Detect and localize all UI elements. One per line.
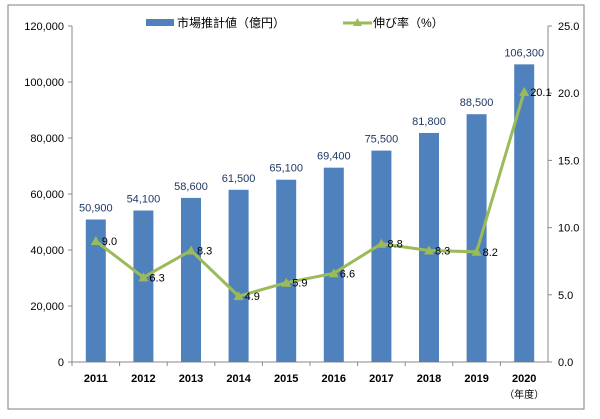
line-marker — [186, 245, 196, 255]
chart-frame — [7, 4, 585, 410]
line-value-label: 5.9 — [292, 278, 307, 290]
bar — [514, 64, 535, 363]
line-value-label: 20.1 — [530, 87, 551, 99]
x-tick-label: 2018 — [417, 373, 441, 385]
growth-line — [94, 91, 526, 298]
left-tick-label: 120,000 — [24, 21, 64, 33]
right-tick-label: 20.0 — [558, 88, 579, 100]
right-tick-label: 0.0 — [558, 357, 573, 369]
line-value-label: 6.6 — [340, 268, 355, 280]
x-tick-label: 2012 — [131, 373, 155, 385]
line-marker — [376, 238, 387, 248]
line-value-label: 8.2 — [483, 247, 498, 259]
left-tick-label: 20,000 — [30, 301, 64, 313]
line-marker — [233, 291, 244, 301]
left-tick-label: 60,000 — [30, 189, 64, 201]
line-marker — [138, 272, 149, 282]
bar — [228, 189, 249, 362]
line-value-label: 4.9 — [245, 291, 260, 303]
x-tick-label: 2017 — [369, 373, 393, 385]
bar-value-label: 106,300 — [504, 47, 544, 59]
bar-value-label: 58,600 — [174, 181, 208, 193]
x-tick-label: 2014 — [226, 373, 251, 385]
line-value-label: 6.3 — [149, 272, 164, 284]
bar — [85, 219, 106, 362]
left-tick-label: 100,000 — [24, 77, 64, 89]
bar-value-label: 50,900 — [79, 202, 113, 214]
line-value-label: 8.3 — [197, 245, 212, 257]
line-marker — [90, 236, 101, 246]
legend-bar-label: 市場推計値（億円） — [177, 15, 285, 30]
left-tick-label: 40,000 — [30, 245, 64, 257]
line-marker — [281, 277, 292, 287]
line-marker — [519, 86, 530, 96]
line-marker — [424, 245, 434, 255]
line-marker — [471, 246, 482, 256]
legend-line-label: 伸び率（%） — [373, 15, 444, 30]
legend-bar-swatch — [146, 19, 174, 26]
bar-value-label: 65,100 — [269, 163, 303, 175]
line-value-label: 9.0 — [102, 236, 117, 248]
legend-line-marker — [353, 18, 362, 26]
x-tick-label: 2019 — [464, 373, 488, 385]
right-tick-label: 25.0 — [558, 21, 579, 33]
x-tick-label: 2015 — [274, 373, 298, 385]
bar — [371, 150, 392, 362]
right-tick-label: 15.0 — [558, 155, 579, 167]
bar-value-label: 69,400 — [317, 151, 351, 163]
x-tick-label: 2016 — [322, 373, 346, 385]
bar-value-label: 81,800 — [412, 116, 446, 128]
x-tick-label: 2011 — [84, 373, 108, 385]
x-unit-label: （年度） — [504, 388, 544, 401]
x-tick-label: 2013 — [179, 373, 203, 385]
bar — [466, 114, 487, 362]
bar-value-label: 75,500 — [365, 134, 399, 146]
bar — [323, 167, 344, 362]
right-tick-label: 10.0 — [558, 223, 579, 235]
bar-value-label: 88,500 — [460, 97, 494, 109]
bar — [181, 197, 201, 362]
bar — [133, 210, 154, 362]
line-marker — [328, 268, 339, 278]
left-tick-label: 80,000 — [30, 133, 64, 145]
left-tick-label: 0 — [58, 357, 64, 369]
bar-value-label: 54,100 — [127, 194, 161, 206]
bar-value-label: 61,500 — [222, 173, 256, 185]
x-tick-label: 2020 — [512, 373, 536, 385]
right-tick-label: 5.0 — [558, 290, 573, 302]
line-value-label: 8.8 — [387, 239, 402, 251]
bar — [276, 179, 297, 362]
line-value-label: 8.3 — [435, 245, 450, 257]
